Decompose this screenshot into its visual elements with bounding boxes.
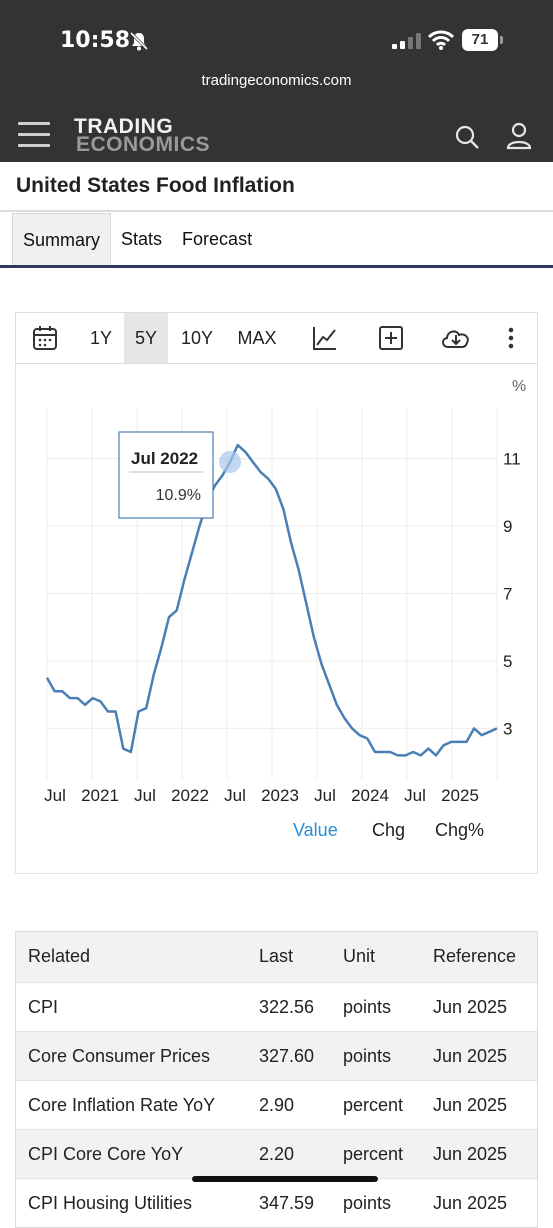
table-header: Related Last Unit Reference [16, 932, 537, 982]
x-tick-label: Jul [404, 786, 426, 805]
x-tick-label: 2023 [261, 786, 299, 805]
row-unit: points [343, 1193, 392, 1213]
tab-bar: Summary Stats Forecast [12, 213, 262, 267]
row-name[interactable]: CPI [28, 997, 59, 1017]
x-tick-label: 2024 [351, 786, 389, 805]
tooltip-box [118, 431, 214, 519]
header-unit: Unit [343, 946, 376, 966]
row-reference: Jun 2025 [433, 997, 508, 1017]
menu-icon[interactable] [18, 122, 50, 148]
row-last: 2.20 [259, 1144, 295, 1164]
calendar-icon[interactable] [32, 325, 58, 351]
x-tick-label: 2025 [441, 786, 479, 805]
header-last: Last [259, 946, 294, 966]
table-row[interactable]: Core Inflation Rate YoY 2.90 percent Jun… [16, 1080, 537, 1129]
logo-line1[interactable]: TRADING [74, 115, 174, 138]
row-reference: Jun 2025 [433, 1046, 508, 1066]
user-icon[interactable] [506, 122, 532, 150]
tab-summary[interactable]: Summary [12, 213, 112, 265]
x-tick-label: 2022 [171, 786, 209, 805]
related-table: Related Last Unit Reference CPI 322.56 p… [15, 931, 538, 1228]
row-last: 2.90 [259, 1095, 295, 1115]
row-reference: Jun 2025 [433, 1144, 508, 1164]
unit-label: % [512, 378, 526, 395]
row-last: 327.60 [259, 1046, 315, 1066]
row-unit: percent [343, 1095, 404, 1115]
row-name[interactable]: CPI Housing Utilities [28, 1193, 193, 1213]
page-title: United States Food Inflation [16, 174, 295, 197]
table-row[interactable]: CPI Housing Utilities 347.59 points Jun … [16, 1178, 537, 1227]
legend-chg[interactable]: Chg [372, 820, 406, 840]
table-row[interactable]: CPI Core Core YoY 2.20 percent Jun 2025 [16, 1129, 537, 1178]
y-tick-label: 3 [503, 719, 512, 738]
x-tick-label: Jul [44, 786, 66, 805]
range-1y-button[interactable]: 1Y [89, 328, 113, 348]
battery-level: 71 [462, 29, 498, 51]
table-row[interactable]: Core Consumer Prices 327.60 points Jun 2… [16, 1031, 537, 1080]
table-row[interactable]: CPI 322.56 points Jun 2025 [16, 982, 537, 1031]
more-icon[interactable] [498, 325, 524, 351]
row-last: 347.59 [259, 1193, 315, 1213]
line-chart-icon[interactable] [312, 325, 338, 351]
status-time: 10:58 [60, 28, 131, 53]
legend-value[interactable]: Value [293, 820, 338, 840]
y-tick-label: 9 [503, 517, 512, 536]
logo-line2[interactable]: ECONOMICS [76, 133, 211, 156]
x-tick-label: Jul [134, 786, 156, 805]
range-max-button[interactable]: MAX [237, 328, 277, 348]
line-chart[interactable]: 3 5 7 9 11% Jul 2021 Jul 2022 Jul 2023 Jul 2024 Jul 20… [15, 364, 538, 814]
address-bar-url[interactable]: tradingeconomics.com [201, 72, 352, 89]
search-icon[interactable] [454, 124, 480, 150]
row-unit: percent [343, 1144, 404, 1164]
row-name[interactable]: Core Inflation Rate YoY [28, 1095, 216, 1115]
x-tick-label: Jul [224, 786, 246, 805]
range-5y-button[interactable]: 5Y [124, 313, 168, 363]
row-unit: points [343, 997, 392, 1017]
divider [0, 210, 553, 212]
row-reference: Jun 2025 [433, 1095, 508, 1115]
row-reference: Jun 2025 [433, 1193, 508, 1213]
y-tick-label: 7 [503, 585, 512, 604]
range-10y-button[interactable]: 10Y [180, 328, 214, 348]
tooltip-date: Jul 2022 [131, 449, 198, 468]
row-unit: points [343, 1046, 392, 1066]
top-bar [0, 0, 553, 162]
header-reference: Reference [433, 946, 517, 966]
cell-signal-icon [392, 33, 421, 49]
row-name[interactable]: CPI Core Core YoY [28, 1144, 184, 1164]
tab-forecast[interactable]: Forecast [182, 229, 253, 249]
x-tick-label: 2021 [81, 786, 119, 805]
tab-stats[interactable]: Stats [121, 229, 163, 249]
tabs-underline [0, 265, 553, 268]
wifi-icon [428, 30, 454, 50]
battery-icon: 71 [462, 29, 504, 51]
row-last: 322.56 [259, 997, 315, 1017]
x-tick-label: Jul [314, 786, 336, 805]
download-icon[interactable] [440, 325, 472, 351]
series-line [45, 443, 498, 757]
tooltip-value: 10.9% [156, 487, 201, 504]
home-indicator[interactable] [192, 1176, 378, 1182]
hover-marker [219, 450, 242, 473]
y-tick-label: 11 [503, 450, 521, 469]
header-related: Related [28, 946, 91, 966]
chart-toolbar: 1Y 5Y 10Y MAX [15, 312, 538, 364]
legend-chg-percent[interactable]: Chg% [435, 820, 485, 840]
bell-muted-icon [129, 31, 149, 51]
add-icon[interactable] [378, 325, 404, 351]
row-name[interactable]: Core Consumer Prices [28, 1046, 211, 1066]
y-tick-label: 5 [503, 652, 512, 671]
